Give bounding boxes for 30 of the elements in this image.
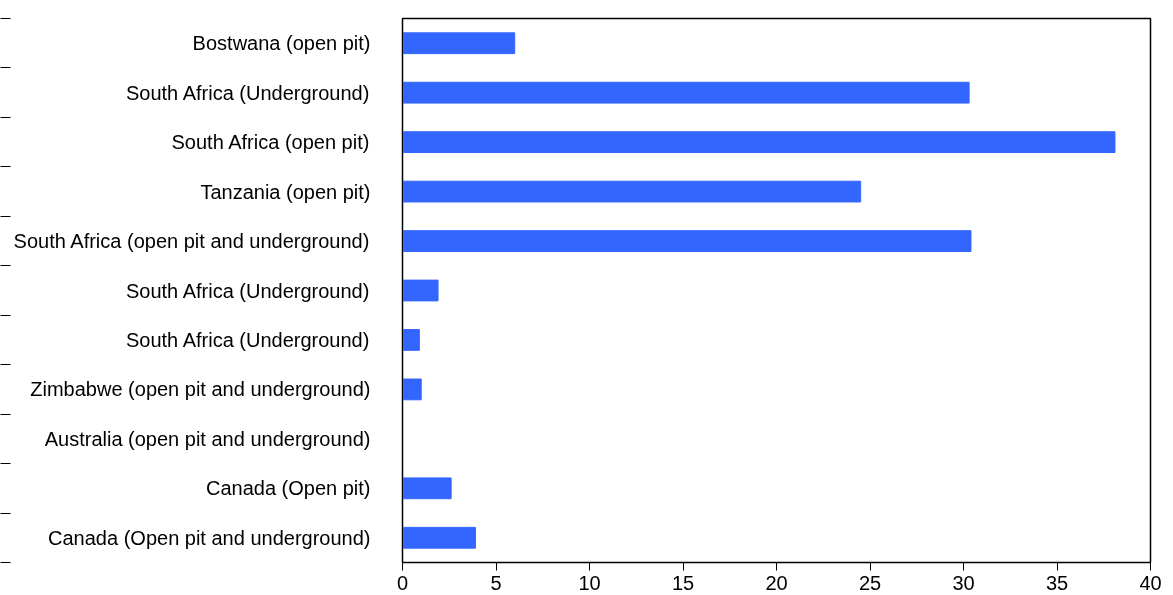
bar bbox=[402, 32, 516, 55]
bar bbox=[402, 279, 439, 302]
y-tick-label: Bostwana (open pit) bbox=[192, 32, 371, 55]
y-tick-label: Australia (open pit and underground) bbox=[44, 427, 371, 450]
y-tick-label: South Africa (Underground) bbox=[125, 279, 370, 302]
y-tick-label: Zimbabwe (open pit and underground) bbox=[30, 378, 371, 401]
x-tick-label: 5 bbox=[490, 571, 502, 594]
bar bbox=[402, 131, 1116, 154]
bar bbox=[402, 329, 420, 351]
y-tick-label: South Africa (Underground) bbox=[125, 81, 370, 104]
x-tick-label: 30 bbox=[952, 571, 975, 594]
y-tick-label: Canada (Open pit) bbox=[205, 477, 371, 500]
x-tick-label: 35 bbox=[1045, 571, 1069, 594]
bar bbox=[402, 477, 452, 500]
y-tick-label: South Africa (open pit and underground) bbox=[13, 230, 370, 253]
bar bbox=[402, 180, 862, 203]
x-tick-label: 15 bbox=[671, 571, 695, 594]
bar bbox=[402, 378, 422, 401]
x-tick-label: 0 bbox=[396, 571, 409, 594]
x-tick-label: 10 bbox=[578, 571, 601, 594]
x-tick-label: 40 bbox=[1139, 571, 1162, 594]
y-tick-label: South Africa (Underground) bbox=[125, 328, 370, 351]
x-tick-label: 25 bbox=[858, 571, 882, 594]
bar bbox=[402, 526, 476, 549]
bar bbox=[402, 81, 970, 104]
y-tick-label: Tanzania (open pit) bbox=[200, 180, 371, 203]
x-tick-label: 20 bbox=[765, 571, 788, 594]
y-tick-label: Canada (Open pit and underground) bbox=[48, 526, 371, 549]
y-tick-label: South Africa (open pit) bbox=[171, 131, 370, 154]
bar bbox=[402, 230, 972, 252]
